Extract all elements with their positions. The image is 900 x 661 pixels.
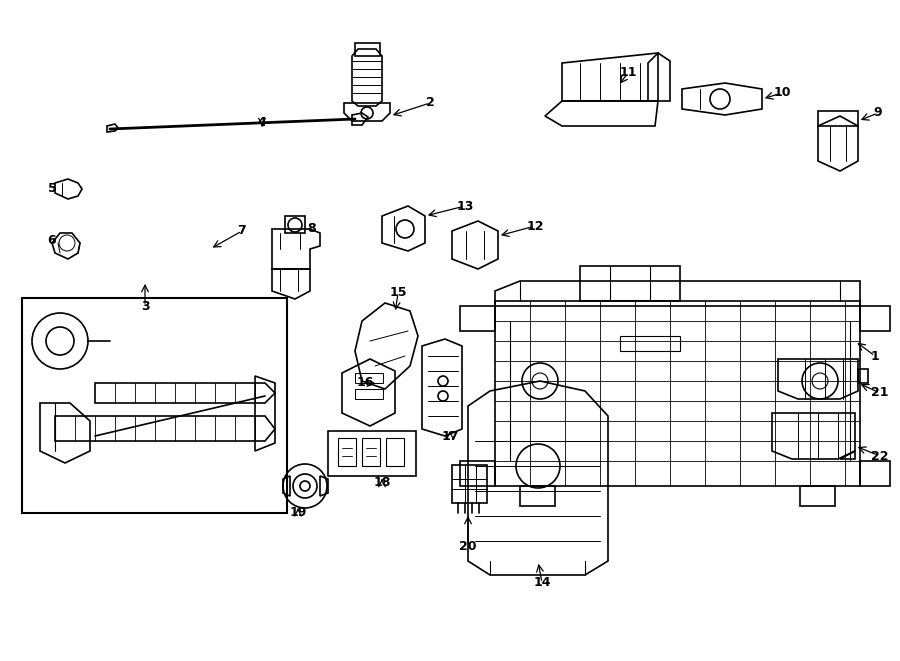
- Text: 11: 11: [619, 67, 637, 79]
- Text: 19: 19: [289, 506, 307, 520]
- Bar: [355, 373, 383, 383]
- Text: 6: 6: [48, 235, 57, 247]
- Text: 1: 1: [870, 350, 879, 362]
- Text: 21: 21: [871, 387, 889, 399]
- Text: 9: 9: [874, 106, 882, 120]
- Text: 16: 16: [356, 377, 374, 389]
- Bar: [355, 389, 383, 399]
- Bar: [452, 465, 487, 503]
- Text: 2: 2: [426, 97, 435, 110]
- Bar: [620, 336, 680, 351]
- Text: 5: 5: [48, 182, 57, 196]
- Text: 4: 4: [257, 116, 266, 130]
- Text: 18: 18: [374, 477, 391, 490]
- Bar: [362, 438, 380, 466]
- Text: 17: 17: [441, 430, 459, 442]
- Text: 3: 3: [140, 299, 149, 313]
- Text: 14: 14: [533, 576, 551, 590]
- Text: 12: 12: [526, 219, 544, 233]
- Bar: [22, 298, 287, 513]
- Text: 15: 15: [389, 286, 407, 299]
- Text: 8: 8: [308, 223, 316, 235]
- Text: 22: 22: [871, 449, 889, 463]
- Bar: [386, 438, 404, 466]
- Bar: [338, 438, 356, 466]
- Text: 10: 10: [773, 87, 791, 100]
- Text: 13: 13: [456, 200, 473, 212]
- Text: 7: 7: [238, 225, 247, 237]
- Text: 20: 20: [459, 539, 477, 553]
- Bar: [328, 431, 416, 476]
